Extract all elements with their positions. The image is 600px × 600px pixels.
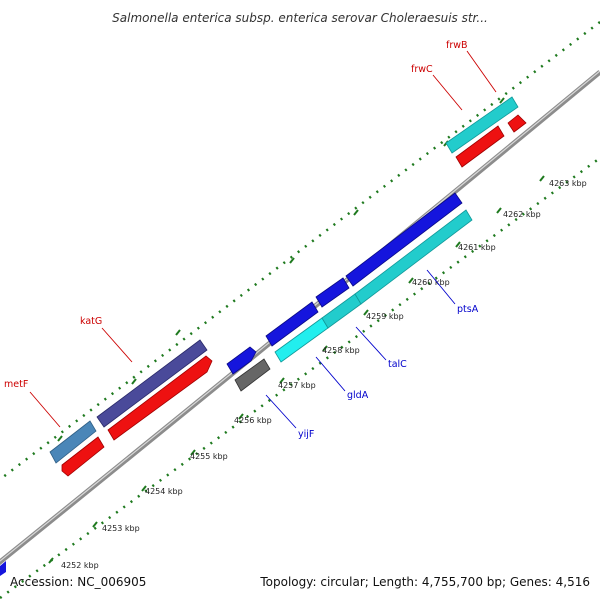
gene-label-yijF: yijF	[265, 394, 314, 440]
gene-feature[interactable]	[315, 277, 350, 308]
gene-label: metF	[4, 379, 28, 390]
gene-label-ptsA: ptsA	[426, 269, 479, 315]
gene-label: frwB	[446, 40, 468, 51]
gene-frwB[interactable]	[507, 114, 527, 133]
gene-frwC[interactable]	[445, 96, 519, 154]
inner-major-ticks	[48, 175, 545, 564]
gene-feature[interactable]	[49, 420, 97, 464]
gene-yijF[interactable]	[234, 358, 271, 392]
tick-label: 4257 kbp	[278, 381, 316, 390]
gene-ptsA[interactable]	[354, 209, 473, 305]
gene-label: frwC	[411, 64, 433, 75]
inner-tick-ring	[0, 156, 600, 600]
gene-metF[interactable]	[49, 420, 105, 477]
gene-label-frwC: frwC	[411, 64, 463, 111]
gene-label-katG: katG	[80, 316, 133, 363]
gene-label: gldA	[347, 390, 369, 401]
gene-feature[interactable]	[61, 436, 105, 477]
tick-label: 4260 kbp	[412, 278, 450, 287]
gene-label-metF: metF	[4, 379, 61, 428]
tick-label: 4253 kbp	[102, 524, 140, 533]
gene-feature[interactable]	[0, 561, 6, 576]
accession-text: Accession: NC_006905	[10, 575, 146, 589]
outer-tick-ring	[0, 21, 600, 481]
gene-feature[interactable]	[455, 125, 505, 168]
outer-major-ticks	[57, 97, 505, 442]
tick-label: 4258 kbp	[322, 346, 360, 355]
map-title: Salmonella enterica subsp. enterica sero…	[112, 11, 488, 25]
gene-katG[interactable]	[96, 339, 208, 428]
tick-label: 4255 kbp	[190, 452, 228, 461]
genome-summary-text: Topology: circular; Length: 4,755,700 bp…	[259, 575, 590, 589]
tick-label: 4263 kbp	[549, 179, 587, 188]
gene-label-gldA: gldA	[315, 356, 369, 401]
gene-label: yijF	[298, 429, 314, 440]
tick-label: 4256 kbp	[234, 416, 272, 425]
tick-label: 4254 kbp	[145, 487, 183, 496]
tick-label: 4261 kbp	[458, 243, 496, 252]
gene-label: ptsA	[457, 304, 479, 315]
gene-label-frwB: frwB	[446, 40, 497, 93]
gene-feature[interactable]	[226, 346, 257, 375]
tick-label: 4262 kbp	[503, 210, 541, 219]
gene-feature[interactable]	[345, 192, 463, 287]
tick-label: 4259 kbp	[366, 312, 404, 321]
gene-feature[interactable]	[265, 301, 319, 347]
tick-label: 4252 kbp	[61, 561, 99, 570]
gene-feature[interactable]	[107, 355, 213, 441]
gene-label: talC	[388, 359, 407, 370]
gene-label-talC: talC	[355, 326, 407, 370]
tick-labels: 4252 kbp 4253 kbp 4254 kbp 4255 kbp 4256…	[61, 179, 587, 570]
gene-label: katG	[80, 316, 102, 327]
